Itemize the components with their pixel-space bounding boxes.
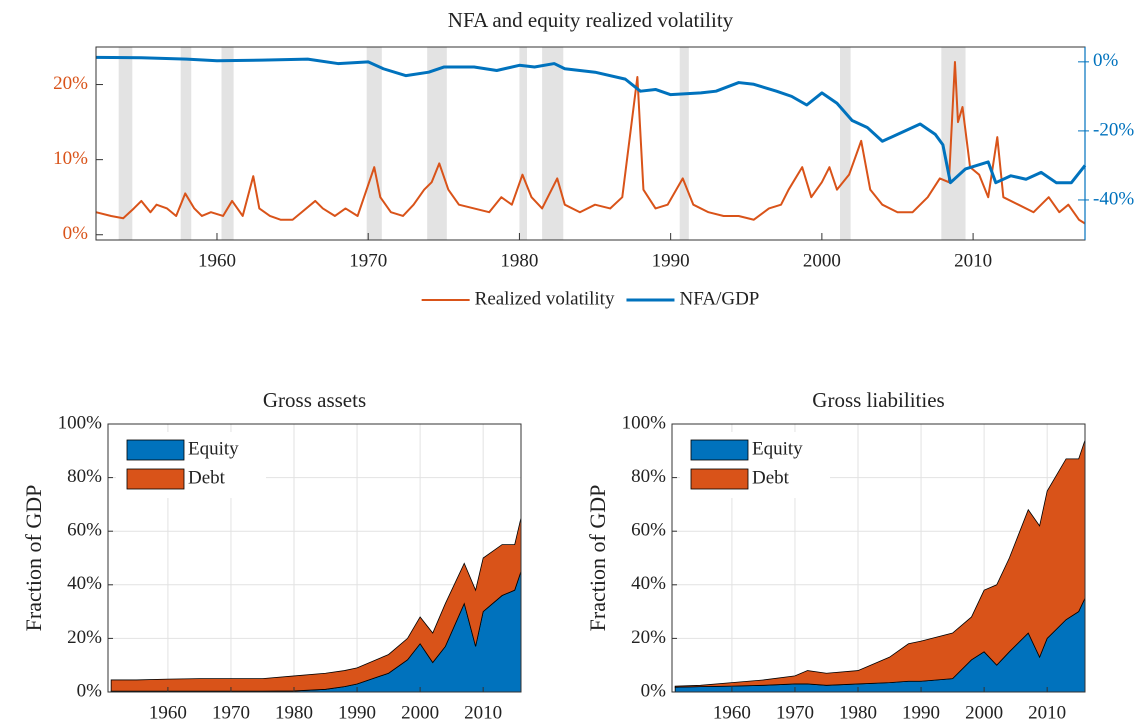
legend-label: Equity [752,438,803,459]
legend-label: Equity [188,438,239,459]
chart-title: Gross liabilities [812,388,944,412]
recession-band [519,47,527,240]
series-line [95,61,1086,225]
y-tick-label: 20% [631,627,666,648]
x-tick-label: 1970 [776,702,814,723]
y-tick-label: 20% [67,627,102,648]
y-tick-label: 100% [58,412,103,433]
recession-band [840,47,851,240]
x-tick-label: 1990 [338,702,376,723]
recession-band [427,47,447,240]
y-tick-label: 80% [631,466,666,487]
y-tick-label: 0% [77,680,103,701]
y-tick-label: 100% [622,412,667,433]
y-axis-label: Fraction of GDP [585,485,610,632]
y2-tick-label: -20% [1093,119,1134,140]
x-tick-label: 1980 [500,250,538,271]
recession-band [366,47,382,240]
legend: Equity Debt [116,432,266,498]
y-tick-label: 40% [67,573,102,594]
recession-band [221,47,234,240]
y-tick-label: 0% [63,223,89,244]
legend-swatch [126,439,185,461]
plot-area [95,47,1087,240]
y-tick-label: 40% [631,573,666,594]
legend-swatch [126,468,185,490]
x-tick-label: 2010 [1028,702,1066,723]
axes-box [107,423,522,693]
y-tick-label: 80% [67,466,102,487]
legend: Realized volatility NFA/GDP [421,288,759,309]
x-tick-label: 1990 [902,702,940,723]
x-tick-label: 1980 [839,702,877,723]
y-tick-label: 60% [631,520,666,541]
x-tick-label: 1970 [349,250,387,271]
legend-swatch [690,439,749,461]
recession-band [180,47,192,240]
y-tick-label: 60% [67,520,102,541]
x-tick-label: 1990 [652,250,690,271]
recession-band [679,47,689,240]
legend-swatch [690,468,749,490]
y-tick-label: 20% [53,73,88,94]
legend-label: Debt [188,467,226,488]
y-tick-label: 10% [53,148,88,169]
x-tick-label: 1980 [275,702,313,723]
axes-box [671,423,1086,693]
x-tick-label: 2010 [954,250,992,271]
x-tick-label: 1960 [149,702,187,723]
x-tick-label: 2010 [464,702,502,723]
x-tick-label: 2000 [401,702,439,723]
recession-band [542,47,564,240]
y-tick-label: 0% [641,680,667,701]
chart-title: NFA and equity realized volatility [448,8,734,32]
legend: Equity Debt [680,432,830,498]
y2-tick-label: 0% [1093,50,1119,71]
legend-label: Realized volatility [475,288,615,309]
x-tick-label: 1960 [713,702,751,723]
series-line [95,55,1087,185]
chart-title: Gross assets [263,388,366,412]
legend-label: Debt [752,467,790,488]
x-tick-label: 1960 [198,250,236,271]
x-tick-label: 1970 [212,702,250,723]
y-axis-label: Fraction of GDP [21,485,46,632]
y2-tick-label: -40% [1093,188,1134,209]
recession-band [118,47,133,240]
legend-label: NFA/GDP [679,288,759,309]
x-tick-label: 2000 [803,250,841,271]
x-tick-label: 2000 [965,702,1003,723]
